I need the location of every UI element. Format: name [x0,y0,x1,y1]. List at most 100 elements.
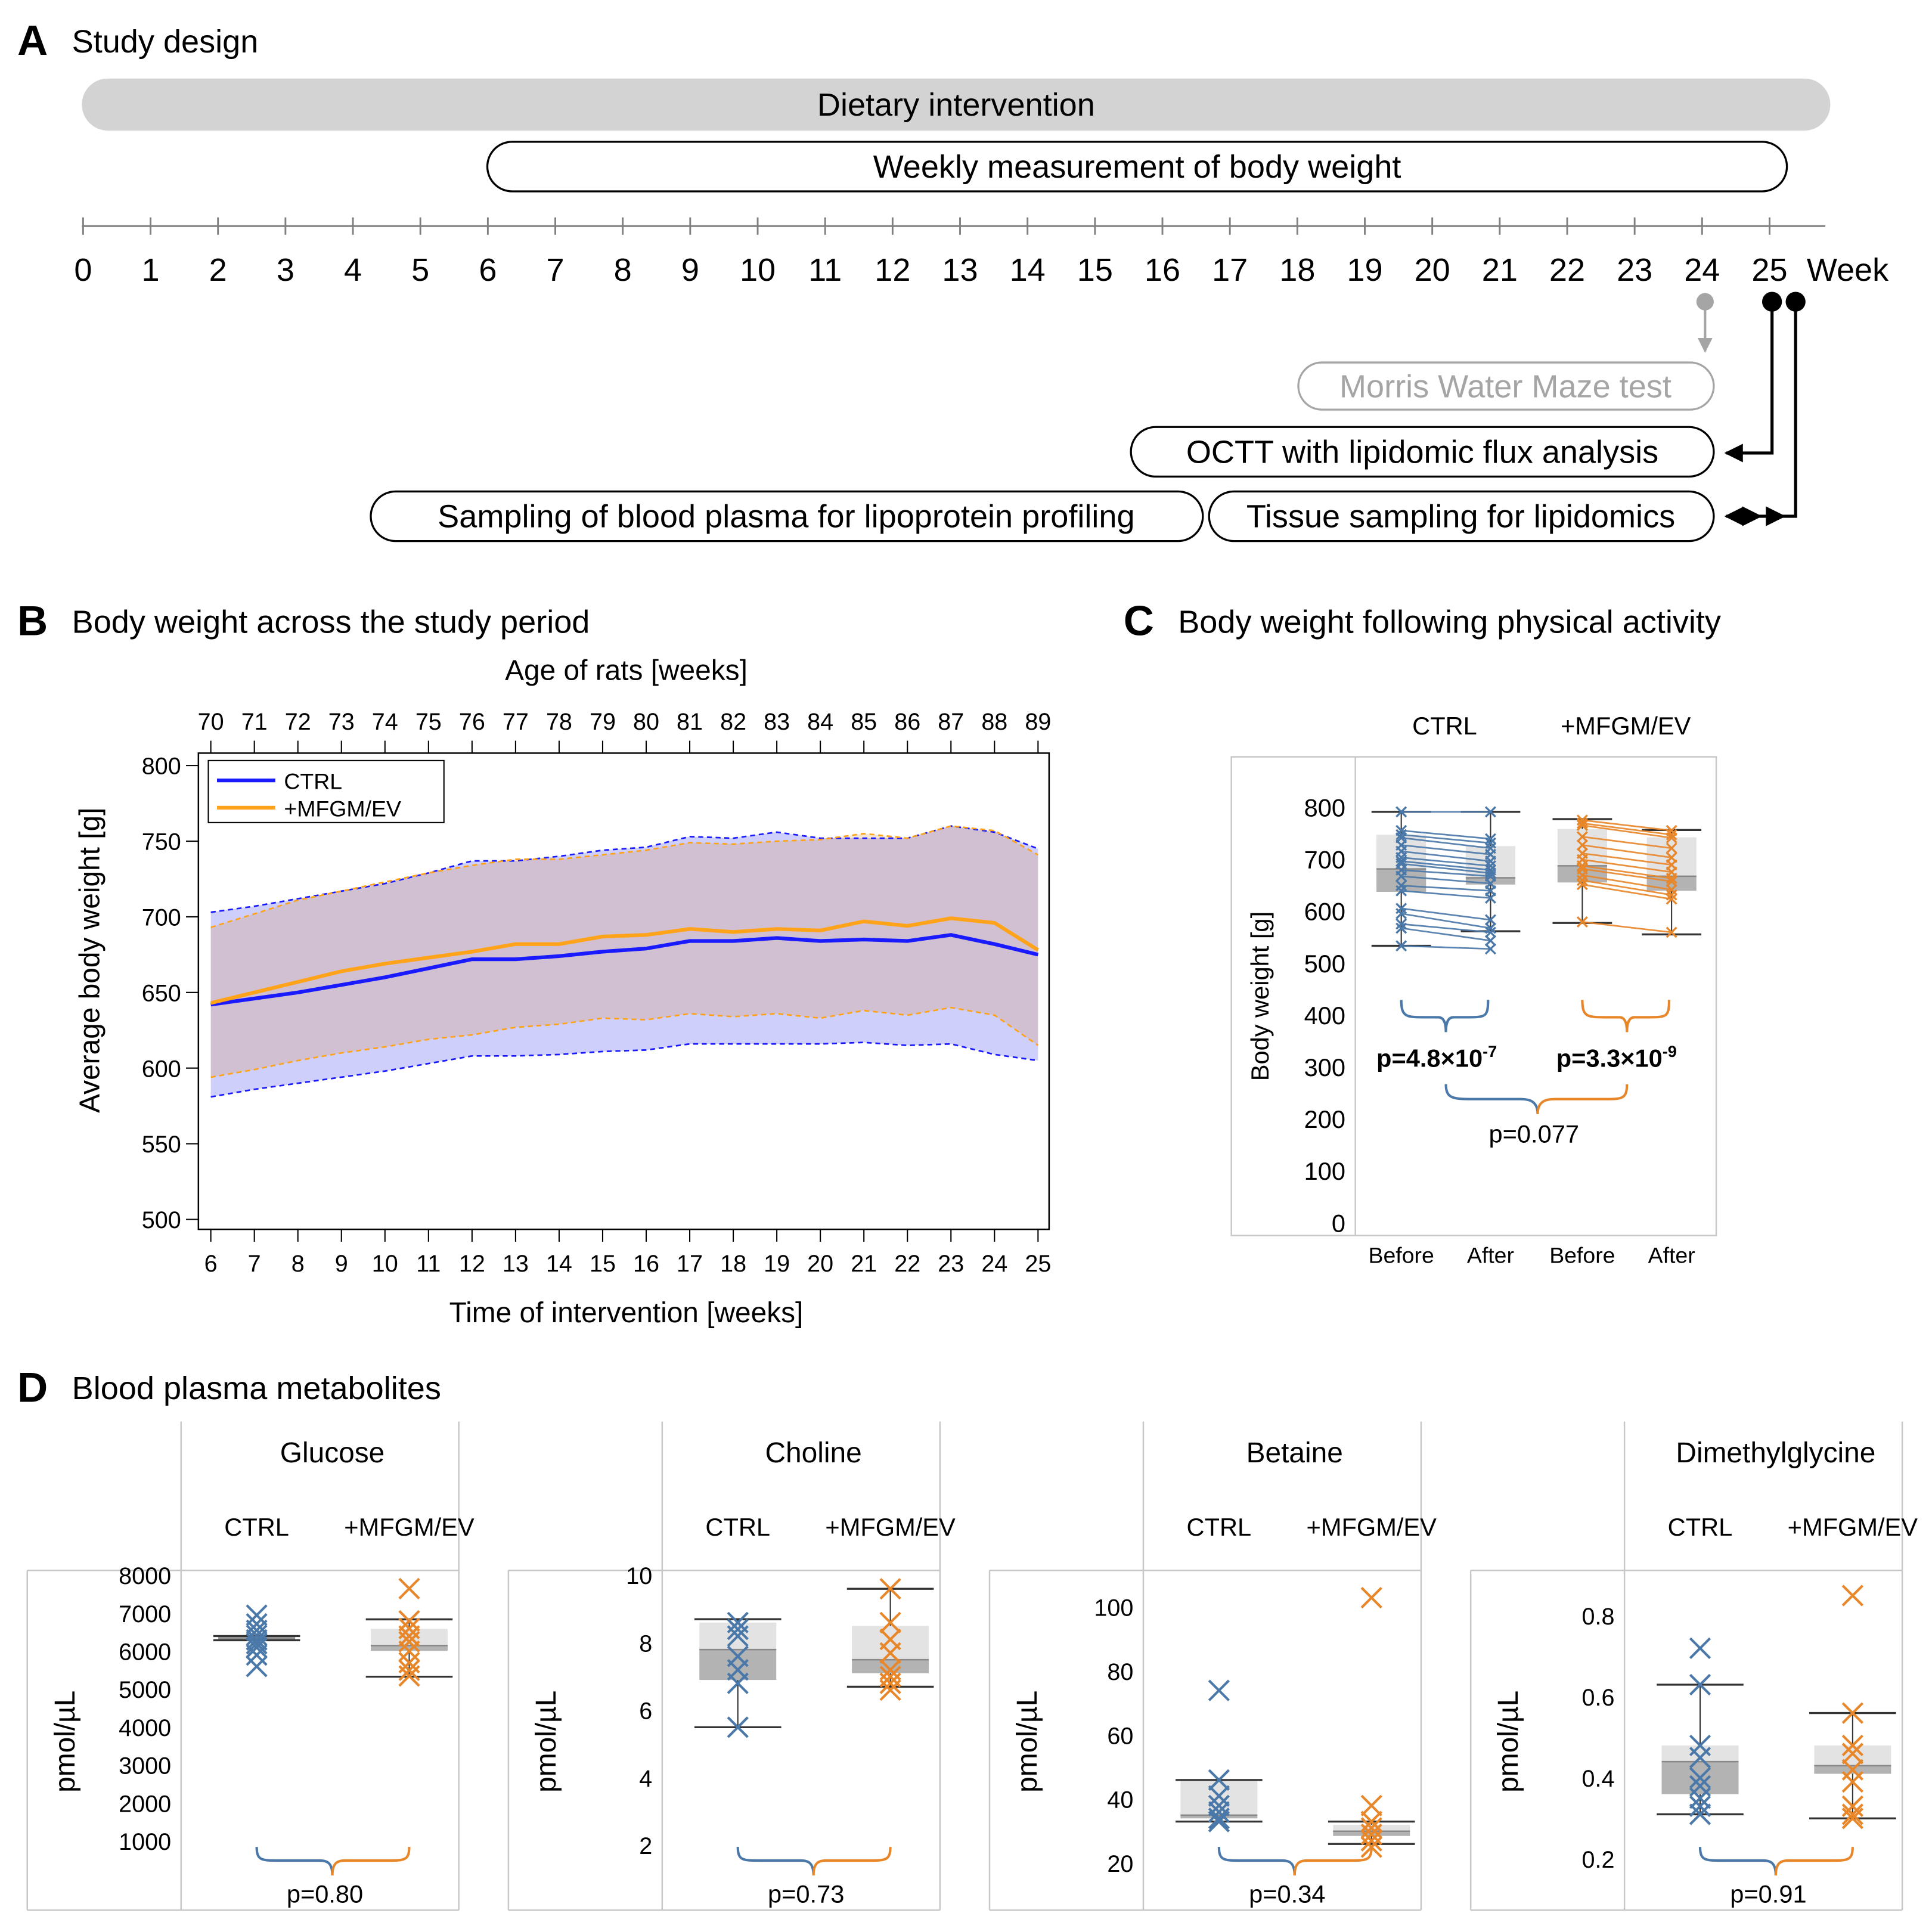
age-tick-label-85: 85 [851,709,877,735]
timeline-label-week-7: 7 [546,252,564,288]
subplot-y-axis-label: pmol/µL [1012,1691,1043,1793]
timeline-label-week-0: 0 [74,252,92,288]
mfgm-before-point [1576,814,1588,826]
ctrl-point [246,1644,268,1666]
timeline-label-week-22: 22 [1549,252,1585,288]
subplot-y-tick-label-60: 60 [1107,1723,1133,1749]
panel-a-letter: A [17,17,48,64]
age-tick-label-80: 80 [633,709,659,735]
panel-c-group-mfgm: +MFGM/EV [1561,712,1691,740]
p-bracket-ctrl [736,1847,815,1876]
subplot-y-tick-label-6000: 6000 [119,1639,171,1666]
x-tick-label-15: 15 [590,1251,616,1277]
octt-marker-connector [1724,310,1774,463]
panel-c-group-ctrl: CTRL [1412,712,1477,740]
subplot-y-tick-label-3000: 3000 [119,1753,171,1779]
mfgm-pair-line [1582,883,1672,900]
c-y-tick-label-0: 0 [1332,1209,1345,1237]
x-tick-label-22: 22 [894,1251,920,1277]
mfgm-after-point [1666,926,1677,938]
ctrl-before-point [1395,918,1407,930]
ctrl-after-point [1484,935,1496,947]
x-tick-label-19: 19 [764,1251,790,1277]
c-y-tick-label-100: 100 [1304,1157,1345,1185]
timeline-label-week-5: 5 [411,252,429,288]
mfgm-before-point [1576,916,1588,928]
legend-ctrl-label: CTRL [284,769,342,794]
ctrl-point [1689,1767,1711,1789]
ctrl-point [246,1633,268,1655]
band-ctrl [210,826,1038,1097]
mfgm-after-point [1666,889,1677,901]
timeline-label-week-23: 23 [1617,252,1652,288]
p-bracket-ctrl [1217,1847,1296,1876]
subplot-group-mfgm: +MFGM/EV [825,1513,956,1541]
mfgm-point [1360,1586,1382,1609]
age-tick-label-74: 74 [372,709,398,735]
timeline-label-week-12: 12 [874,252,910,288]
subplot-y-tick-label-4000: 4000 [119,1715,171,1741]
ctrl-point [1689,1787,1711,1809]
timeline-label-week-9: 9 [681,252,699,288]
mfgm-point [1841,1807,1863,1830]
octt-label: OCTT with lipidomic flux analysis [1186,435,1658,470]
mfgm-after-point [1666,832,1677,844]
timeline-label-week-3: 3 [277,252,294,288]
panel-b-x-axis-label: Time of intervention [weeks] [449,1297,804,1329]
subplot-group-mfgm: +MFGM/EV [1788,1513,1918,1541]
mwm-bar [1297,361,1715,411]
tissue-marker-arrowhead-2 [1766,506,1786,526]
tissue-sampling-bar [1208,490,1715,542]
plasma-sampling-label: Sampling of blood plasma for lipoprotein… [438,499,1134,535]
c-y-tick-label-600: 600 [1304,898,1345,926]
ctrl-before-point [1395,885,1407,897]
timeline-label-week-10: 10 [740,252,776,288]
subplot-y-axis-label: pmol/µL [1493,1691,1524,1793]
ctrl-pair-line [1401,875,1491,885]
panel-c-frame [1230,756,1717,1236]
mfgm-box-lower-box [370,1645,448,1651]
ctrl-point [1208,1810,1230,1833]
x-tick-label-12: 12 [459,1251,485,1277]
mfgm-pair-line [1582,852,1672,866]
x-tick-label-21: 21 [851,1251,877,1277]
timeline-label-week-25: 25 [1751,252,1787,288]
c-y-tick-label-200: 200 [1304,1105,1345,1133]
mfgm-before-point [1576,817,1588,829]
c-y-tick-label-400: 400 [1304,1002,1345,1030]
ctrl-point [1208,1801,1230,1823]
ctrl-pair-line [1401,850,1491,862]
panel-c-y-axis-label: Body weight [g] [1246,911,1274,1081]
panel-d-subplot-choline: Choline CTRL +MFGM/EV pmol/µL 10 8 6 4 2 p=0.73 [507,1421,956,1911]
mfgm-pair-line [1582,822,1672,836]
subplot-group-mfgm: +MFGM/EV [344,1513,475,1541]
panel-b-top-ticks: 70 71 72 73 74 75 76 77 78 79 80 81 82 83 84 85 86 87 88 89 [198,709,1051,754]
mfgm-point [1841,1734,1863,1757]
ctrl-pair-line [1401,863,1491,874]
ctrl-after-point [1484,922,1496,934]
mfgm-pair-line [1582,868,1672,882]
panel-d-subplots: Glucose CTRL +MFGM/EV pmol/µL 8000 7000 6000 50… [26,1421,1918,1911]
mfgm-before-point [1576,831,1588,843]
ctrl-point [246,1613,268,1635]
age-tick-label-88: 88 [981,709,1007,735]
subplot-y-tick-label-7000: 7000 [119,1601,171,1627]
ctrl-after-point [1484,855,1496,867]
p-value-mfgm-base: p=3.3×10 [1556,1044,1663,1072]
mfgm-pair-line [1582,858,1672,873]
p-bracket-mfgm [1293,1847,1373,1876]
subplot-y-tick-label-0.2: 0.2 [1582,1847,1615,1873]
tissue-marker-arrowhead-1 [1742,506,1763,526]
subplot-y-tick-label-0.4: 0.4 [1582,1766,1615,1792]
mfgm-point [879,1679,901,1701]
mfgm-after-point [1666,884,1677,896]
subplot-p-value: p=0.91 [1730,1880,1806,1908]
timeline-label-week-18: 18 [1279,252,1315,288]
timeline-label-week-19: 19 [1347,252,1382,288]
ctrl-point [727,1716,749,1738]
age-tick-label-72: 72 [285,709,311,735]
mwm-label: Morris Water Maze test [1339,368,1671,404]
ctrl-pair-line [1401,829,1491,840]
ctrl-before-point [1395,806,1407,818]
ctrl-after-point [1484,892,1496,904]
